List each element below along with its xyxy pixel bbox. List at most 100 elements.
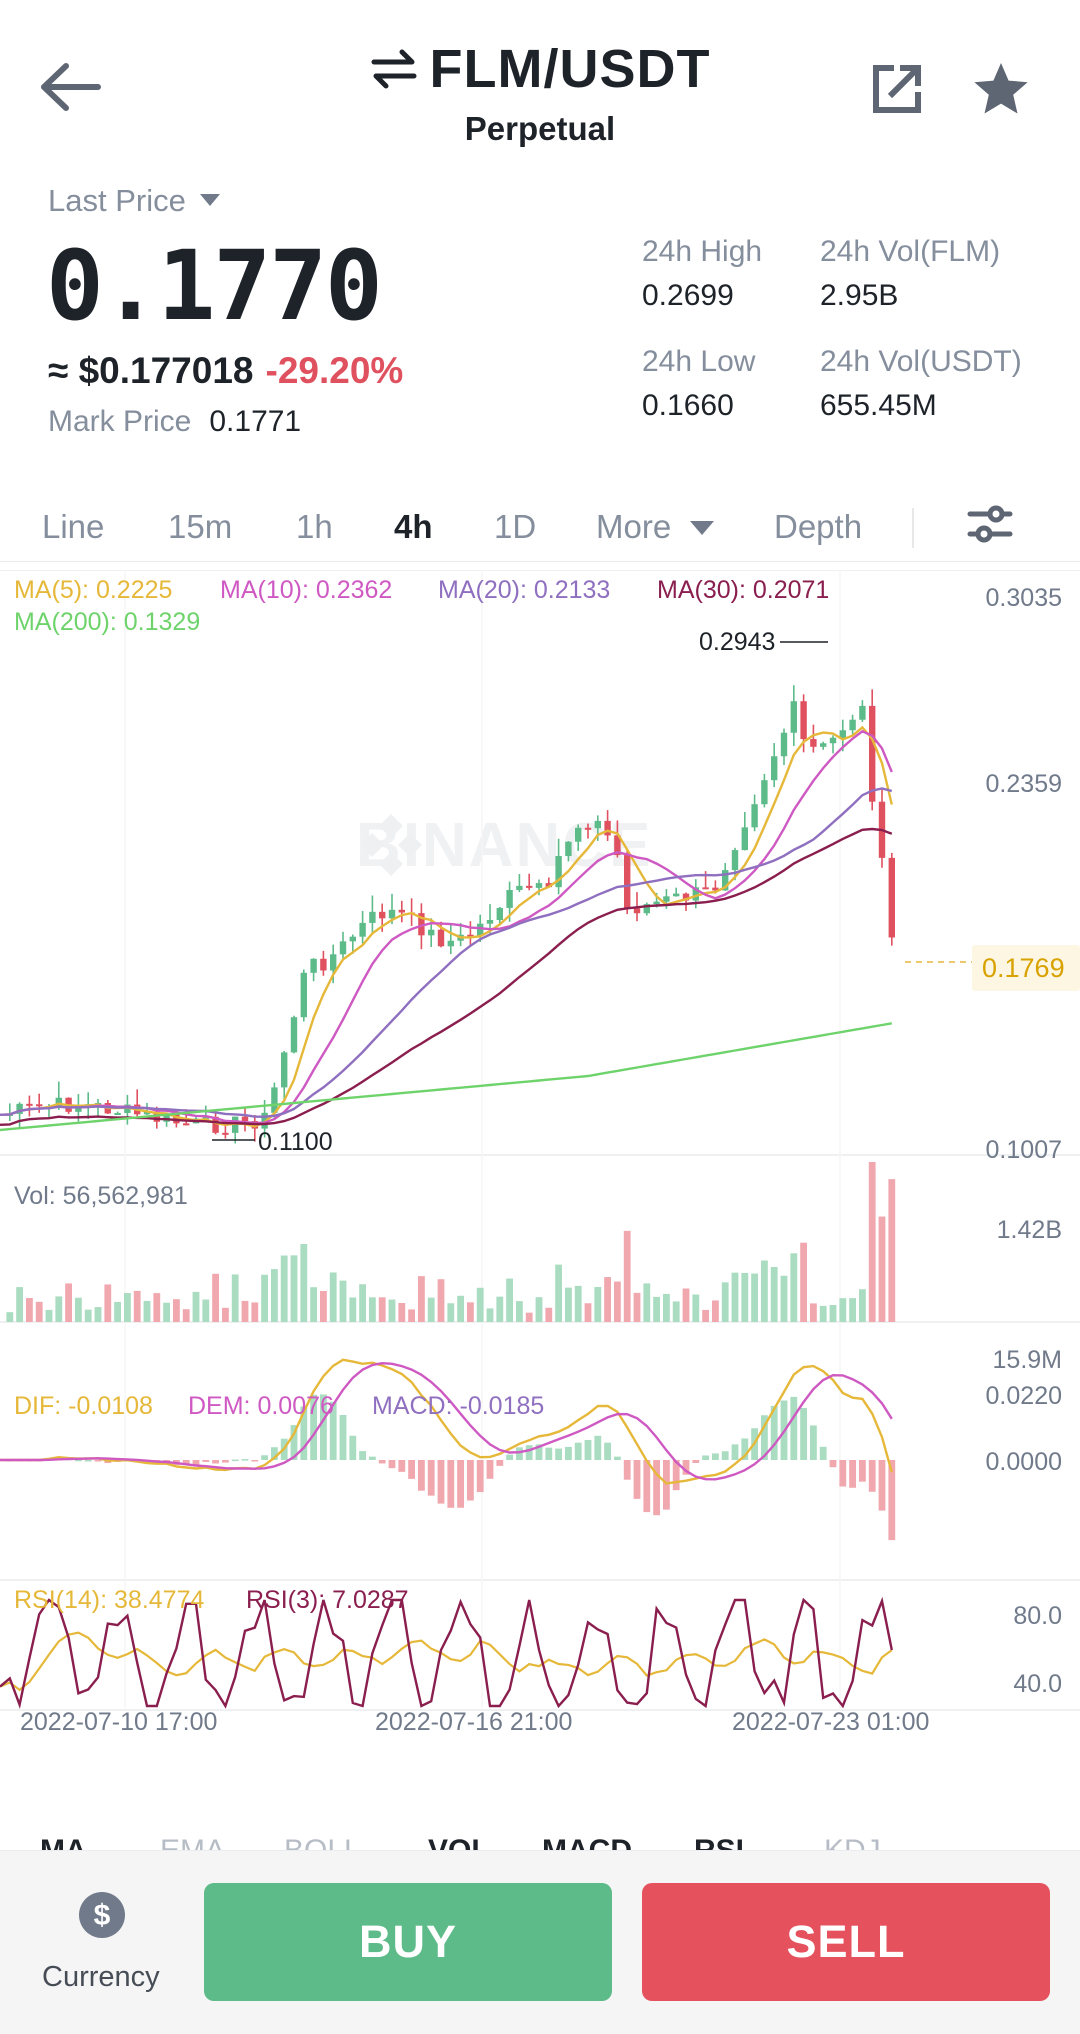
- pair-title[interactable]: FLM/USDT: [370, 38, 711, 100]
- sell-button[interactable]: SELL: [642, 1883, 1050, 2001]
- volume-bar: [761, 1260, 768, 1322]
- time-label-3: 2022-07-23 01:00: [732, 1708, 930, 1736]
- macd-bar: [349, 1435, 357, 1460]
- moving-average-lines: [0, 725, 893, 1132]
- volume-label: Vol: 56,562,981: [14, 1182, 188, 1210]
- volume-bar: [143, 1300, 151, 1322]
- interval-tabs: Line 15m 1h 4h 1D More Depth: [0, 490, 1080, 562]
- currency-label[interactable]: Currency: [42, 1961, 160, 1993]
- volume-bar: [84, 1309, 92, 1322]
- macd-bar: [800, 1407, 807, 1460]
- volume-bar: [104, 1284, 112, 1322]
- tab-4h[interactable]: 4h: [394, 508, 433, 545]
- ma20-line: [0, 787, 893, 1118]
- volume-bar: [133, 1290, 141, 1322]
- volume-bar: [75, 1297, 82, 1322]
- buy-button[interactable]: BUY: [204, 1883, 612, 2001]
- volume-bar: [153, 1293, 161, 1322]
- price-panel: Last Price 0.1770 ≈ $0.177018 -29.20% Mar…: [0, 175, 1080, 475]
- volume-bar: [124, 1293, 131, 1322]
- stat-label: 24h Low: [642, 345, 756, 378]
- macd-bar: [418, 1460, 425, 1491]
- candle-body: [496, 907, 503, 921]
- volume-bar: [506, 1278, 513, 1322]
- candle-body: [829, 737, 837, 744]
- chart-area[interactable]: BINANCE MA(5): 0.2225 MA(10): 0.2362 MA(…: [0, 570, 1080, 1780]
- indicator-tab-ma[interactable]: MA: [40, 1834, 87, 1850]
- tab-1h[interactable]: 1h: [296, 508, 333, 545]
- candle-body: [310, 958, 317, 973]
- tab-1d[interactable]: 1D: [494, 508, 537, 545]
- volume-bar: [35, 1301, 43, 1322]
- volume-bar: [467, 1302, 474, 1322]
- candle-body: [614, 835, 621, 856]
- pair-title-wrap[interactable]: FLM/USDT: [0, 38, 1080, 100]
- macd-bar: [241, 1459, 249, 1461]
- volume-bar: [574, 1285, 582, 1322]
- candle-body: [888, 857, 895, 938]
- indicator-tab-rsi[interactable]: RSI: [694, 1834, 744, 1850]
- macd-bar: [604, 1442, 611, 1460]
- axis-macd-zero: 0.0000: [985, 1448, 1062, 1476]
- macd-bar: [682, 1460, 690, 1475]
- candle-body: [379, 911, 386, 919]
- macd-bar: [271, 1447, 278, 1460]
- candle-body: [702, 887, 709, 890]
- candle-body: [849, 719, 856, 731]
- candle-body: [202, 1116, 209, 1119]
- macd-bar: [437, 1460, 445, 1504]
- indicator-tab-macd[interactable]: MACD: [542, 1834, 632, 1850]
- share-icon[interactable]: [870, 62, 924, 116]
- candle-body: [486, 920, 494, 924]
- macd-bar: [565, 1446, 572, 1460]
- indicator-tab-kdj[interactable]: KDJ: [824, 1834, 881, 1850]
- macd-bar: [819, 1446, 827, 1460]
- ma5-line: [0, 725, 893, 1128]
- volume-bar: [810, 1303, 817, 1322]
- mark-price-label: Mark Price: [48, 405, 192, 438]
- indicator-tab-ema[interactable]: EMA: [160, 1834, 225, 1850]
- candle-body: [545, 883, 552, 888]
- legend-dif: DIF: -0.0108: [14, 1392, 153, 1420]
- ma200-line: [0, 1022, 893, 1132]
- indicator-tab-vol[interactable]: VOL: [428, 1834, 490, 1850]
- macd-bar: [75, 1459, 82, 1462]
- chart-settings-icon[interactable]: [966, 500, 1014, 548]
- macd-bar: [829, 1460, 837, 1468]
- star-icon[interactable]: [972, 60, 1030, 118]
- volume-bar: [496, 1296, 504, 1322]
- candle-body: [859, 705, 866, 720]
- volume-bar: [349, 1297, 357, 1322]
- volume-bar: [339, 1280, 347, 1322]
- volume-bar: [878, 1216, 886, 1322]
- axis-price-top: 0.3035: [985, 584, 1062, 612]
- candle-body: [584, 827, 592, 830]
- tab-more[interactable]: More: [596, 508, 715, 546]
- stat-24h-vol-flm: 24h Vol(FLM) 2.95B: [820, 235, 1000, 313]
- back-arrow-icon[interactable]: [40, 62, 102, 112]
- volume-bar: [300, 1244, 308, 1322]
- tab-depth[interactable]: Depth: [774, 508, 863, 545]
- tab-line[interactable]: Line: [42, 508, 105, 545]
- last-price-selector[interactable]: Last Price: [48, 183, 220, 219]
- candle-body: [183, 1123, 190, 1126]
- candle-body: [55, 1097, 62, 1107]
- indicator-tab-boll[interactable]: BOLL: [284, 1834, 361, 1850]
- volume-bar: [202, 1299, 210, 1322]
- volume-bar: [271, 1269, 278, 1322]
- volume-bar: [770, 1267, 778, 1322]
- pair-name: FLM/USDT: [429, 39, 711, 99]
- volume-bar: [476, 1287, 484, 1322]
- tab-15m[interactable]: 15m: [168, 508, 233, 545]
- axis-price-bottom: 0.1007: [985, 1136, 1062, 1164]
- macd-bar: [388, 1460, 396, 1469]
- dollar-coin-icon[interactable]: $: [78, 1891, 126, 1939]
- macd-bar: [535, 1444, 543, 1460]
- volume-bar: [859, 1289, 866, 1322]
- mark-price-value: 0.1771: [209, 405, 302, 438]
- volume-bar: [849, 1298, 856, 1322]
- volume-bar: [16, 1287, 23, 1322]
- macd-bar: [868, 1460, 876, 1492]
- volume-bar: [663, 1293, 670, 1322]
- candle-body: [281, 1052, 288, 1088]
